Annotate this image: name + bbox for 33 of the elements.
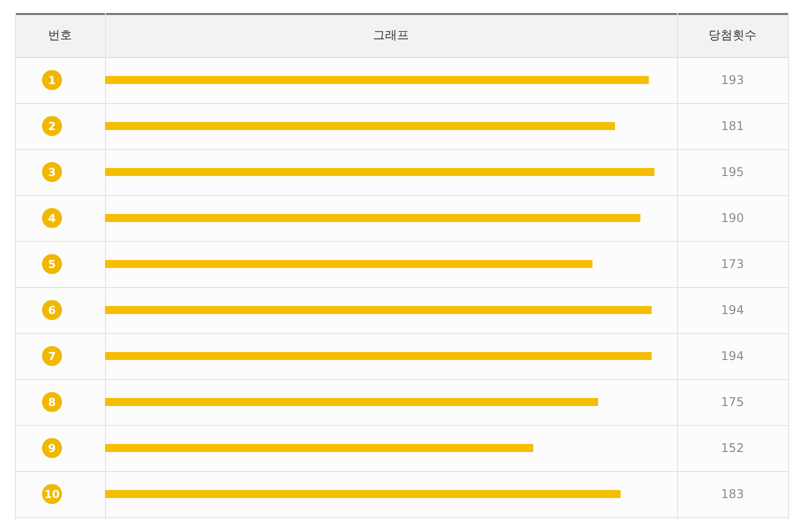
bar — [105, 398, 598, 406]
y-tick-label: 8 — [48, 396, 56, 409]
data-label: 194 — [721, 349, 744, 364]
data-label: 175 — [721, 395, 744, 410]
data-label: 181 — [721, 119, 744, 134]
bar — [105, 352, 652, 360]
y-tick-label: 7 — [48, 350, 56, 363]
bar — [105, 306, 652, 314]
y-tick-label: 3 — [48, 166, 56, 179]
y-tick-label: 6 — [48, 304, 56, 317]
y-tick-label: 2 — [48, 120, 56, 133]
data-label: 173 — [721, 257, 744, 272]
text: 당첨횟수 — [708, 26, 758, 44]
data-label: 152 — [721, 441, 744, 456]
bar — [105, 490, 621, 498]
bar — [105, 76, 649, 84]
y-tick-label: 5 — [48, 258, 56, 271]
bar — [105, 122, 616, 130]
data-label: 183 — [721, 487, 744, 502]
chart-title: 그래프 — [372, 26, 410, 44]
y-tick-label: 9 — [48, 442, 56, 455]
bar — [105, 260, 592, 268]
bar — [105, 214, 640, 222]
data-label: 194 — [721, 303, 744, 318]
bar — [105, 444, 534, 452]
data-label: 195 — [721, 165, 744, 180]
data-label: 190 — [721, 211, 744, 226]
data-label: 193 — [721, 73, 744, 88]
y-axis-title: 번호 — [47, 26, 73, 44]
y-tick-label: 1 — [48, 74, 56, 87]
y-tick-label: 4 — [48, 212, 56, 225]
y-tick-label: 10 — [44, 488, 60, 501]
bar — [105, 168, 654, 176]
